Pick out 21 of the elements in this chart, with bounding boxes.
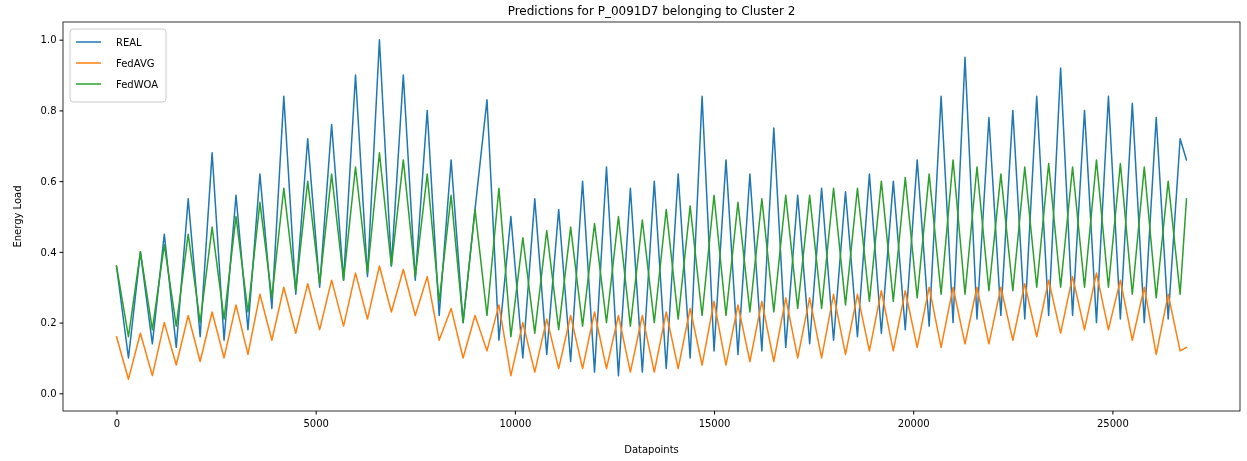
y-tick-label: 1.0 xyxy=(40,34,57,46)
legend-label: REAL xyxy=(116,37,143,48)
chart-title: Predictions for P_0091D7 belonging to Cluster 2 xyxy=(507,4,796,18)
y-axis-title: Energy Load xyxy=(12,185,23,248)
x-axis-title: Datapoints xyxy=(624,444,679,455)
x-tick-label: 20000 xyxy=(897,417,930,429)
line-series xyxy=(115,152,1188,338)
line-series xyxy=(115,265,1188,380)
x-tick-label: 25000 xyxy=(1097,417,1129,429)
y-tick-label: 0.4 xyxy=(40,246,57,258)
x-tick-label: 5000 xyxy=(303,417,329,429)
y-tick-label: 0.0 xyxy=(40,388,57,400)
x-tick-label: 0 xyxy=(113,417,121,429)
y-tick-label: 0.8 xyxy=(40,105,57,117)
x-tick-label: 10000 xyxy=(499,417,532,429)
x-tick-label: 15000 xyxy=(698,417,731,429)
legend-label: FedWOA xyxy=(116,79,159,90)
legend-label: FedAVG xyxy=(116,58,155,69)
y-tick-label: 0.6 xyxy=(40,175,57,187)
line-series xyxy=(115,38,1188,377)
y-tick-label: 0.2 xyxy=(40,317,57,329)
